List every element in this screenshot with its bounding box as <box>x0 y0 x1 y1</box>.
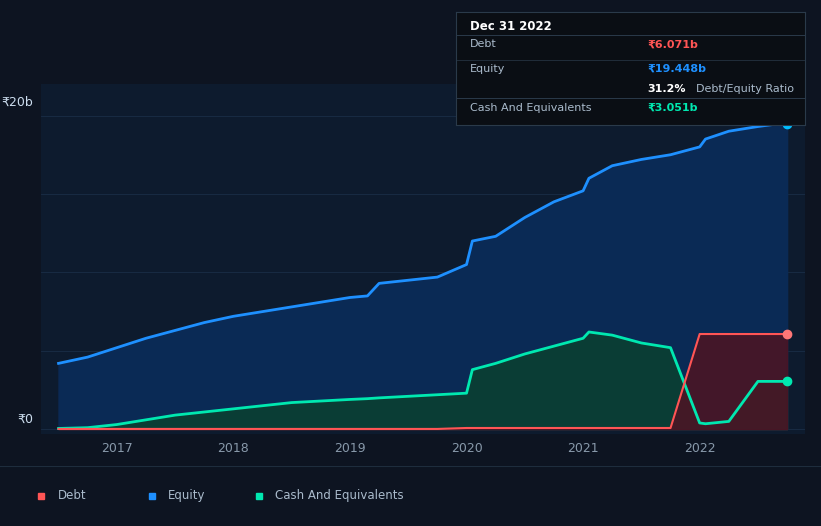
Text: Debt: Debt <box>470 39 497 49</box>
Text: ₹6.071b: ₹6.071b <box>648 39 699 49</box>
Text: ₹19.448b: ₹19.448b <box>648 64 707 74</box>
Text: Debt/Equity Ratio: Debt/Equity Ratio <box>696 85 795 95</box>
Text: ₹20b: ₹20b <box>2 96 34 108</box>
Text: Cash And Equivalents: Cash And Equivalents <box>470 103 591 113</box>
Text: 31.2%: 31.2% <box>648 85 686 95</box>
Text: Equity: Equity <box>168 489 206 502</box>
Text: Dec 31 2022: Dec 31 2022 <box>470 20 552 33</box>
Text: Equity: Equity <box>470 64 505 74</box>
Text: Debt: Debt <box>57 489 86 502</box>
Text: ₹3.051b: ₹3.051b <box>648 103 698 113</box>
Text: Cash And Equivalents: Cash And Equivalents <box>275 489 404 502</box>
Text: ₹0: ₹0 <box>17 413 34 426</box>
